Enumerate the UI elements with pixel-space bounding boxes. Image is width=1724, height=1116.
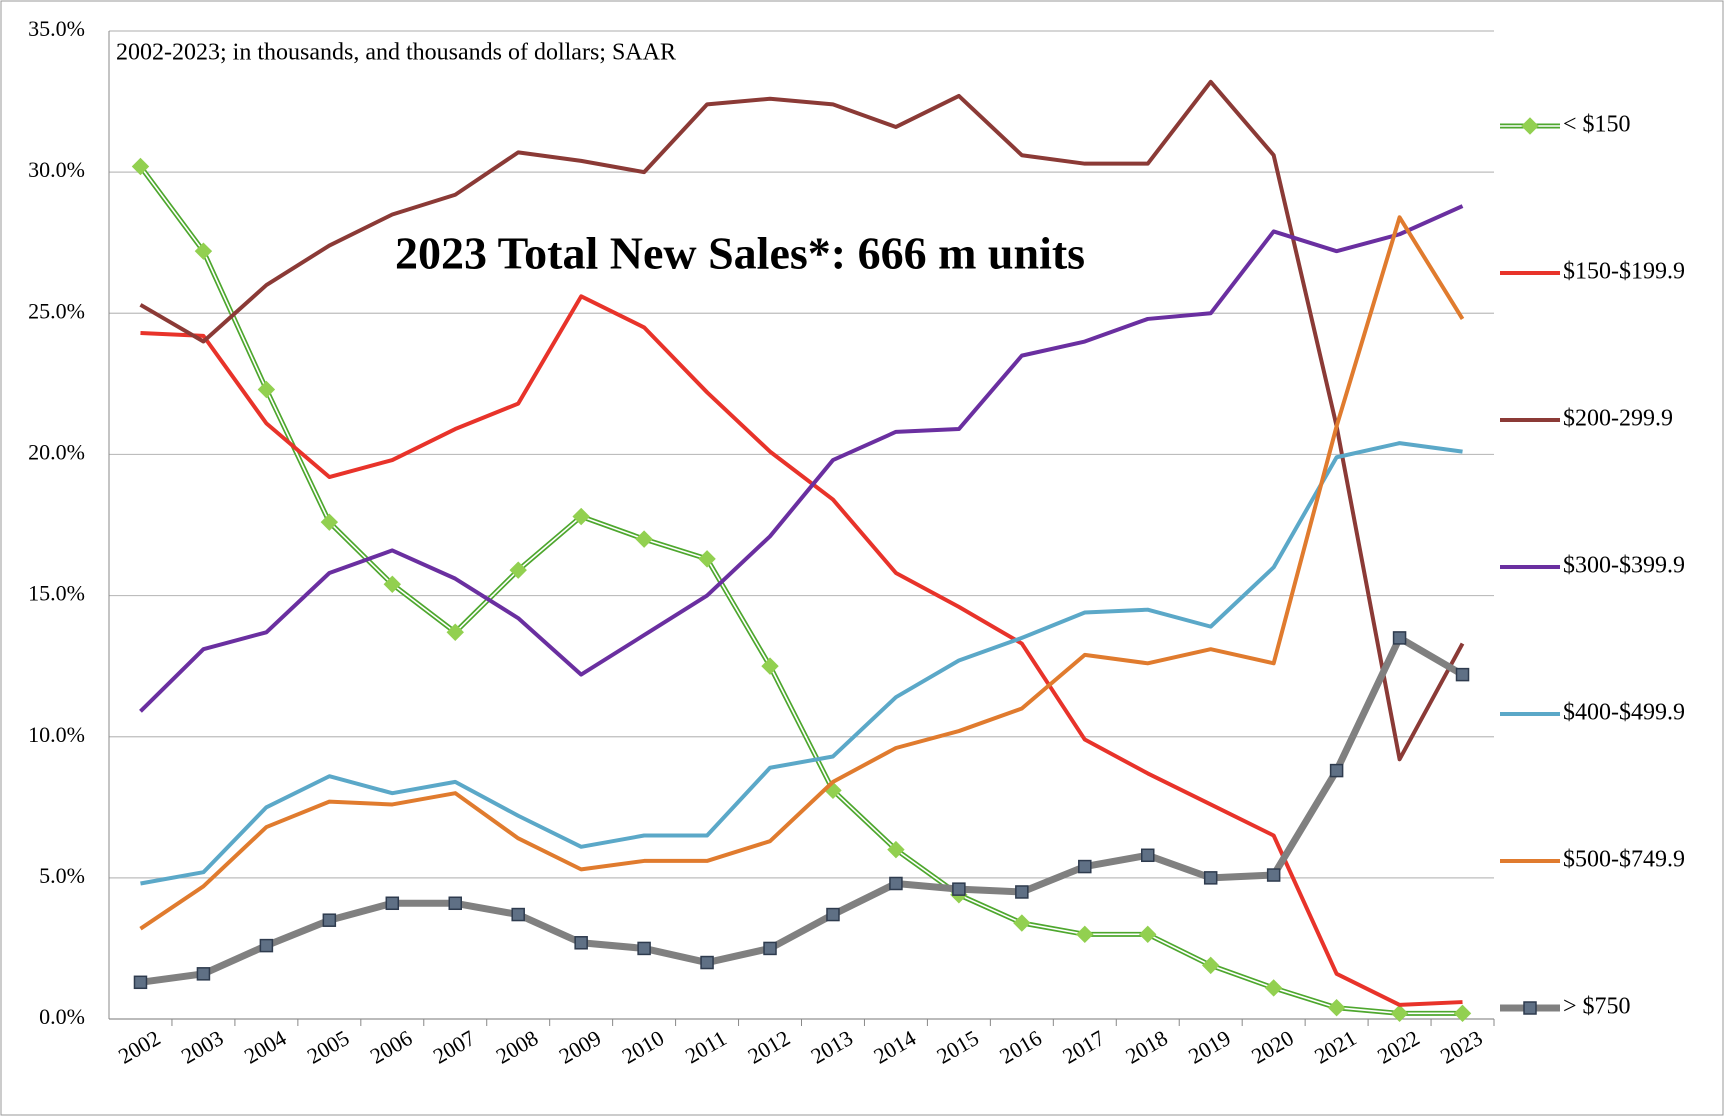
marker <box>1203 871 1218 885</box>
y-tick-label: 35.0% <box>28 16 85 41</box>
marker <box>133 975 148 990</box>
legend-label: < $150 <box>1563 112 1631 138</box>
marker <box>320 513 339 531</box>
marker <box>385 896 400 911</box>
marker <box>1015 885 1029 899</box>
marker <box>574 936 588 950</box>
marker <box>826 907 840 922</box>
marker <box>572 507 590 526</box>
marker <box>1523 1001 1537 1015</box>
marker <box>1139 925 1157 944</box>
y-tick-label: 0.0% <box>39 1004 85 1029</box>
marker <box>322 913 337 927</box>
marker <box>1329 763 1344 778</box>
marker <box>448 896 462 911</box>
series-line <box>140 634 1465 986</box>
y-tick-label: 5.0% <box>39 863 85 888</box>
marker <box>1392 631 1407 645</box>
marker <box>1201 956 1220 975</box>
legend-label: $200-299.9 <box>1563 406 1673 432</box>
marker <box>952 882 966 896</box>
marker <box>889 876 903 891</box>
marker <box>1013 914 1031 932</box>
chart-title: 2023 Total New Sales*: 666 m units <box>395 228 1085 279</box>
marker <box>1455 667 1470 682</box>
marker <box>257 380 276 399</box>
y-tick-label: 20.0% <box>28 439 85 464</box>
legend-label: $300-$399.9 <box>1563 553 1685 579</box>
marker <box>635 530 653 548</box>
chart-subtitle: 2002-2023; in thousands, and thousands o… <box>116 40 676 66</box>
marker <box>1141 848 1155 863</box>
y-tick-label: 30.0% <box>28 157 85 182</box>
series-line <box>140 441 1463 886</box>
marker <box>1390 1004 1409 1023</box>
marker <box>1266 868 1281 882</box>
y-tick-label: 15.0% <box>28 581 85 606</box>
marker <box>511 907 525 922</box>
marker <box>698 550 716 568</box>
marker <box>194 242 213 260</box>
legend-label: $400-$499.9 <box>1563 700 1685 726</box>
series-line <box>139 79 1465 762</box>
series-line <box>140 294 1463 1007</box>
marker <box>509 561 527 579</box>
marker <box>1327 999 1346 1017</box>
marker <box>446 623 464 641</box>
legend-label: > $750 <box>1563 994 1631 1020</box>
marker <box>1521 117 1539 135</box>
marker <box>196 967 211 981</box>
marker <box>383 575 402 593</box>
marker <box>259 938 274 953</box>
series-line <box>139 166 1463 1015</box>
marker <box>887 840 905 859</box>
series-line <box>139 204 1464 713</box>
marker <box>1264 979 1283 997</box>
marker <box>1078 859 1092 874</box>
y-tick-label: 25.0% <box>28 298 85 323</box>
y-tick-label: 10.0% <box>28 722 85 747</box>
legend-label: $150-$199.9 <box>1563 259 1685 285</box>
series-line <box>139 215 1465 931</box>
marker <box>637 941 651 956</box>
marker <box>700 955 714 970</box>
marker <box>131 157 150 176</box>
marker <box>1076 925 1094 944</box>
marker <box>763 941 777 956</box>
legend-label: $500-$749.9 <box>1563 847 1685 873</box>
marker <box>1453 1004 1472 1023</box>
marker <box>761 657 779 675</box>
